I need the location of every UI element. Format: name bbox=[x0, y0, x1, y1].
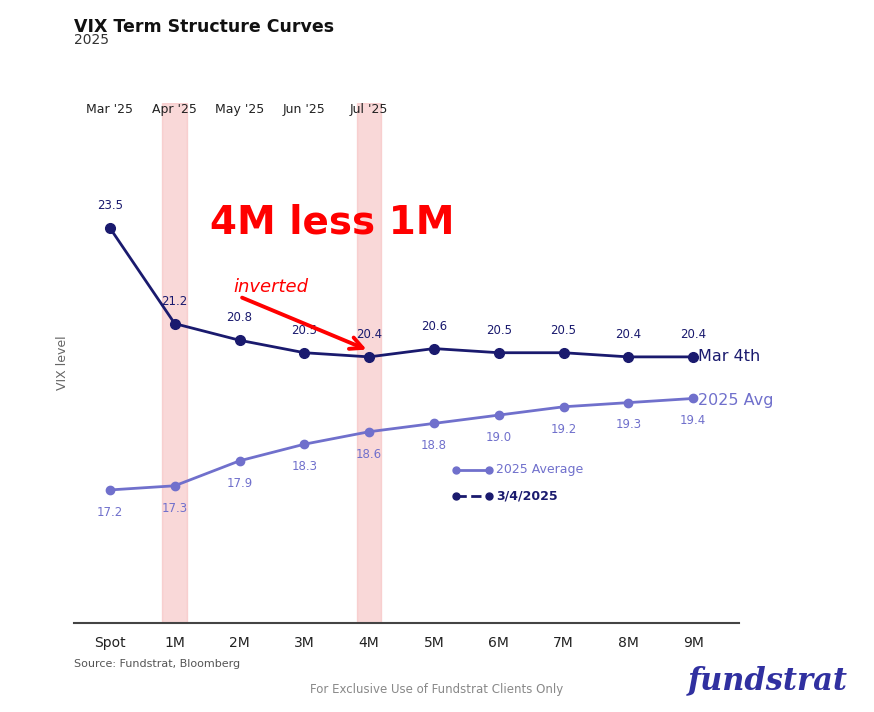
Text: 23.5: 23.5 bbox=[97, 199, 123, 212]
Text: inverted: inverted bbox=[233, 278, 308, 296]
Text: 20.5: 20.5 bbox=[291, 324, 317, 337]
Text: VIX Term Structure Curves: VIX Term Structure Curves bbox=[74, 18, 335, 36]
Text: 3/4/2025: 3/4/2025 bbox=[496, 489, 558, 502]
Text: Source: Fundstrat, Bloomberg: Source: Fundstrat, Bloomberg bbox=[74, 659, 240, 669]
Text: 18.6: 18.6 bbox=[356, 448, 382, 461]
Text: 4M less 1M: 4M less 1M bbox=[211, 203, 454, 241]
Text: Mar '25: Mar '25 bbox=[87, 103, 134, 116]
Text: 2025 Avg: 2025 Avg bbox=[698, 393, 773, 408]
Text: 20.8: 20.8 bbox=[226, 311, 253, 325]
Text: 19.2: 19.2 bbox=[551, 423, 577, 436]
Text: 2025 Average: 2025 Average bbox=[496, 464, 583, 476]
Text: Jun '25: Jun '25 bbox=[283, 103, 326, 116]
Text: 17.9: 17.9 bbox=[226, 476, 253, 490]
Text: 20.6: 20.6 bbox=[421, 320, 447, 333]
Text: 20.5: 20.5 bbox=[486, 324, 512, 337]
Bar bbox=[357, 103, 381, 623]
Text: For Exclusive Use of Fundstrat Clients Only: For Exclusive Use of Fundstrat Clients O… bbox=[310, 684, 564, 696]
Text: Jul '25: Jul '25 bbox=[350, 103, 388, 116]
Text: May '25: May '25 bbox=[215, 103, 264, 116]
Text: 18.3: 18.3 bbox=[291, 460, 317, 473]
Text: fundstrat: fundstrat bbox=[688, 665, 848, 696]
Text: 19.0: 19.0 bbox=[486, 431, 512, 444]
Text: Mar 4th: Mar 4th bbox=[698, 350, 760, 365]
Text: 19.3: 19.3 bbox=[615, 419, 642, 431]
Text: 18.8: 18.8 bbox=[421, 439, 447, 452]
Text: 20.5: 20.5 bbox=[551, 324, 577, 337]
Text: Apr '25: Apr '25 bbox=[152, 103, 198, 116]
Text: 20.4: 20.4 bbox=[680, 328, 706, 341]
Text: 20.4: 20.4 bbox=[615, 328, 642, 341]
Text: 21.2: 21.2 bbox=[162, 295, 188, 308]
Text: 17.3: 17.3 bbox=[162, 501, 188, 515]
Y-axis label: VIX level: VIX level bbox=[56, 336, 69, 390]
Text: 17.2: 17.2 bbox=[97, 506, 123, 519]
Text: 20.4: 20.4 bbox=[356, 328, 382, 341]
Text: 2025: 2025 bbox=[74, 33, 109, 48]
Bar bbox=[163, 103, 187, 623]
Text: 19.4: 19.4 bbox=[680, 414, 706, 427]
